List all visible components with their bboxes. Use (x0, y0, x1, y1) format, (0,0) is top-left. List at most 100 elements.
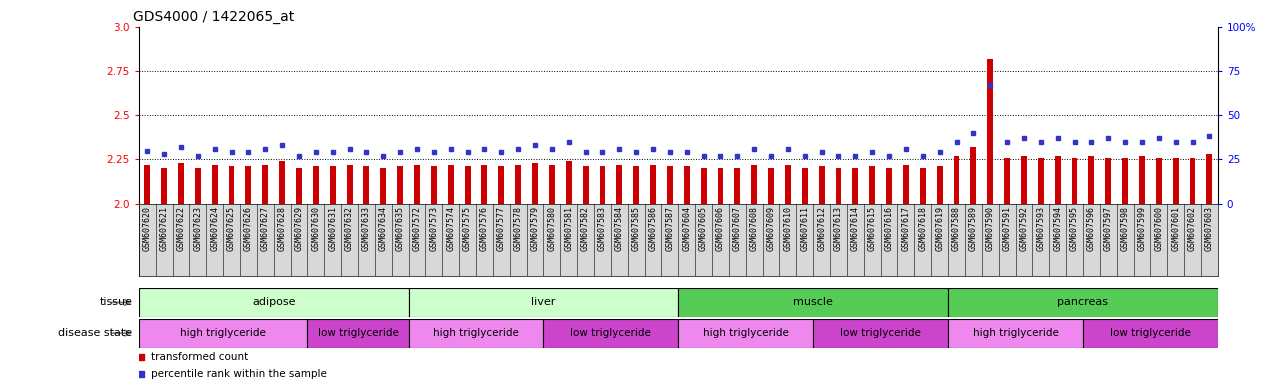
Bar (948, 288, 1218, 317)
Text: GSM607601: GSM607601 (1171, 206, 1180, 251)
Text: GSM607618: GSM607618 (919, 206, 928, 251)
Bar (1083, 319, 1218, 348)
Bar (886, 168, 892, 204)
Bar (398, 166, 403, 204)
Bar (920, 168, 926, 204)
Bar (616, 165, 622, 204)
Text: GSM607574: GSM607574 (447, 206, 456, 251)
Text: GSM607606: GSM607606 (716, 206, 724, 251)
Bar (718, 168, 723, 204)
Bar (599, 166, 606, 204)
Text: GSM607581: GSM607581 (564, 206, 573, 251)
Bar (262, 165, 269, 204)
Text: GSM607576: GSM607576 (480, 206, 488, 251)
Text: GSM607575: GSM607575 (463, 206, 472, 251)
Bar (533, 163, 538, 204)
Bar (297, 168, 302, 204)
Text: GSM607596: GSM607596 (1087, 206, 1095, 251)
Bar (498, 166, 505, 204)
Text: GSM607616: GSM607616 (885, 206, 893, 251)
Text: GSM607613: GSM607613 (834, 206, 843, 251)
Bar (1055, 156, 1060, 204)
Bar (987, 59, 993, 204)
Bar (1206, 154, 1213, 204)
Bar (1106, 157, 1112, 204)
Bar (279, 161, 285, 204)
Text: high triglyceride: high triglyceride (433, 328, 519, 338)
Text: GSM607599: GSM607599 (1137, 206, 1146, 251)
Text: GSM607630: GSM607630 (312, 206, 321, 251)
Text: GSM607621: GSM607621 (159, 206, 169, 251)
Text: GSM607625: GSM607625 (227, 206, 236, 251)
Bar (380, 168, 386, 204)
Text: GSM607605: GSM607605 (699, 206, 708, 251)
Text: low triglyceride: low triglyceride (1111, 328, 1191, 338)
Bar (409, 319, 544, 348)
Bar (144, 165, 150, 204)
Text: GSM607611: GSM607611 (800, 206, 809, 251)
Text: GSM607577: GSM607577 (497, 206, 506, 251)
Text: GSM607602: GSM607602 (1188, 206, 1198, 251)
Text: tissue: tissue (100, 297, 133, 308)
Text: GSM607617: GSM607617 (901, 206, 910, 251)
Text: GSM607589: GSM607589 (969, 206, 978, 251)
Bar (679, 319, 813, 348)
Bar (1140, 156, 1145, 204)
Bar (679, 288, 948, 317)
Bar (482, 165, 487, 204)
Text: GSM607623: GSM607623 (193, 206, 202, 251)
Text: transformed count: transformed count (151, 352, 249, 362)
Bar (409, 288, 679, 317)
Bar (139, 288, 409, 317)
Text: GSM607600: GSM607600 (1155, 206, 1164, 251)
Text: disease state: disease state (58, 328, 133, 338)
Text: GSM607591: GSM607591 (1002, 206, 1012, 251)
Bar (852, 168, 858, 204)
Bar (1037, 157, 1044, 204)
Bar (948, 319, 1083, 348)
Bar (162, 168, 167, 204)
Text: GSM607580: GSM607580 (548, 206, 557, 251)
Text: high triglyceride: high triglyceride (973, 328, 1059, 338)
Bar (1122, 157, 1128, 204)
Bar (954, 156, 959, 204)
Bar (835, 168, 842, 204)
Bar (347, 165, 352, 204)
Text: GSM607607: GSM607607 (733, 206, 742, 251)
Text: GSM607572: GSM607572 (413, 206, 422, 251)
Bar (1021, 156, 1027, 204)
Bar (734, 168, 741, 204)
Bar (769, 168, 774, 204)
Bar (936, 166, 943, 204)
Text: GSM607598: GSM607598 (1121, 206, 1129, 251)
Bar (1005, 157, 1010, 204)
Bar (464, 166, 471, 204)
Text: GSM607622: GSM607622 (177, 206, 186, 251)
Text: GSM607604: GSM607604 (683, 206, 692, 251)
Text: GSM607626: GSM607626 (244, 206, 252, 251)
Text: GSM607594: GSM607594 (1054, 206, 1063, 251)
Bar (700, 168, 707, 204)
Text: GSM607582: GSM607582 (581, 206, 591, 251)
Bar (819, 166, 824, 204)
Text: GSM607610: GSM607610 (784, 206, 793, 251)
Text: GSM607632: GSM607632 (345, 206, 355, 251)
Text: GSM607627: GSM607627 (261, 206, 270, 251)
Text: GSM607573: GSM607573 (429, 206, 438, 251)
Text: GSM607614: GSM607614 (851, 206, 859, 251)
Text: GSM607588: GSM607588 (952, 206, 960, 251)
Text: GSM607578: GSM607578 (514, 206, 522, 251)
Text: GSM607597: GSM607597 (1104, 206, 1113, 251)
Bar (329, 166, 336, 204)
Text: GSM607593: GSM607593 (1036, 206, 1045, 251)
Bar (813, 319, 948, 348)
Text: GSM607629: GSM607629 (294, 206, 303, 251)
Bar (515, 165, 521, 204)
Text: GSM607585: GSM607585 (632, 206, 641, 251)
Bar (549, 165, 555, 204)
Text: GSM607584: GSM607584 (615, 206, 623, 251)
Text: GSM607635: GSM607635 (396, 206, 405, 251)
Text: GDS4000 / 1422065_at: GDS4000 / 1422065_at (134, 10, 294, 25)
Text: liver: liver (531, 297, 555, 308)
Text: percentile rank within the sample: percentile rank within the sample (151, 369, 327, 379)
